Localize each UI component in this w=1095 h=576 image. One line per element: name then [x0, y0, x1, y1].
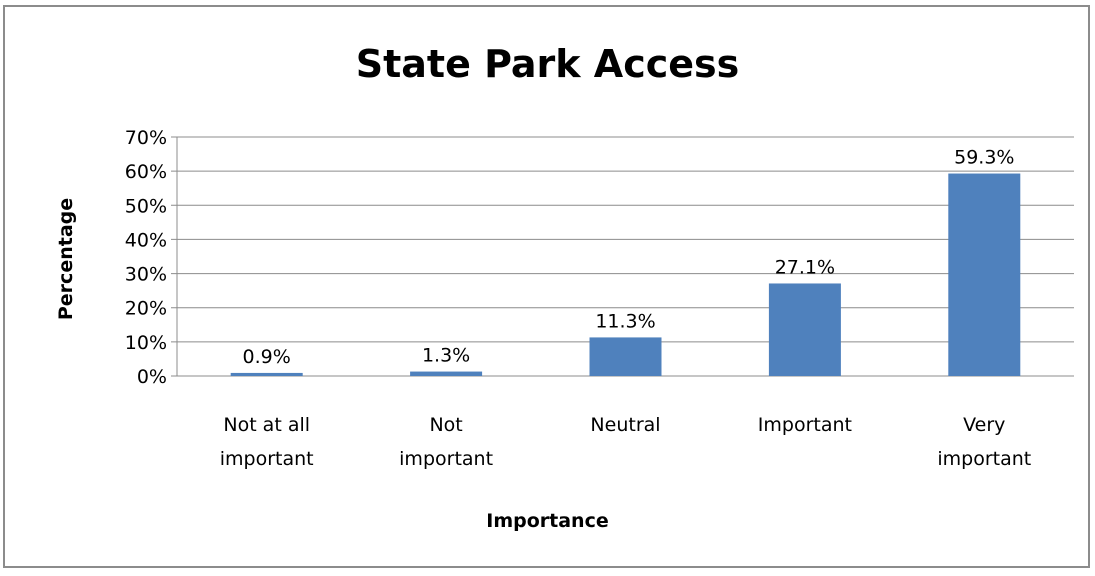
gridlines [171, 136, 1074, 377]
y-tick-label: 10% [125, 332, 167, 354]
data-label: 59.3% [954, 147, 1014, 169]
bar [410, 371, 483, 376]
x-tick-label: Important [758, 414, 852, 436]
x-tick-label: Neutral [590, 414, 660, 436]
bars [230, 173, 1021, 376]
chart-title: State Park Access [355, 42, 740, 86]
data-labels: 0.9% 1.3% 11.3% 27.1% 59.3% [243, 147, 1015, 368]
data-label: 11.3% [595, 310, 655, 332]
y-tick-label: 0% [137, 366, 167, 388]
category-labels: Not at all important Not important Neutral Im… [220, 414, 1031, 470]
data-label: 27.1% [775, 256, 835, 278]
x-tick-label: Not at all important [220, 414, 314, 470]
y-tick-label: 60% [125, 161, 167, 183]
x-axis-label: Importance [486, 510, 609, 532]
bar [768, 283, 841, 376]
bar [589, 337, 662, 376]
y-tick-labels: 0% 10% 20% 30% 40% 50% 60% 70% [125, 127, 167, 388]
y-tick-label: 40% [125, 229, 167, 251]
data-label: 0.9% [243, 346, 291, 368]
x-tick-label: Not important [399, 414, 493, 470]
x-tick-label: Very important [937, 414, 1031, 470]
chart-frame [3, 5, 1090, 568]
y-tick-label: 20% [125, 298, 167, 320]
bar [230, 372, 303, 376]
y-tick-label: 70% [125, 127, 167, 149]
y-tick-label: 50% [125, 195, 167, 217]
bar [948, 173, 1021, 376]
data-label: 1.3% [422, 345, 470, 367]
y-tick-label: 30% [125, 264, 167, 286]
